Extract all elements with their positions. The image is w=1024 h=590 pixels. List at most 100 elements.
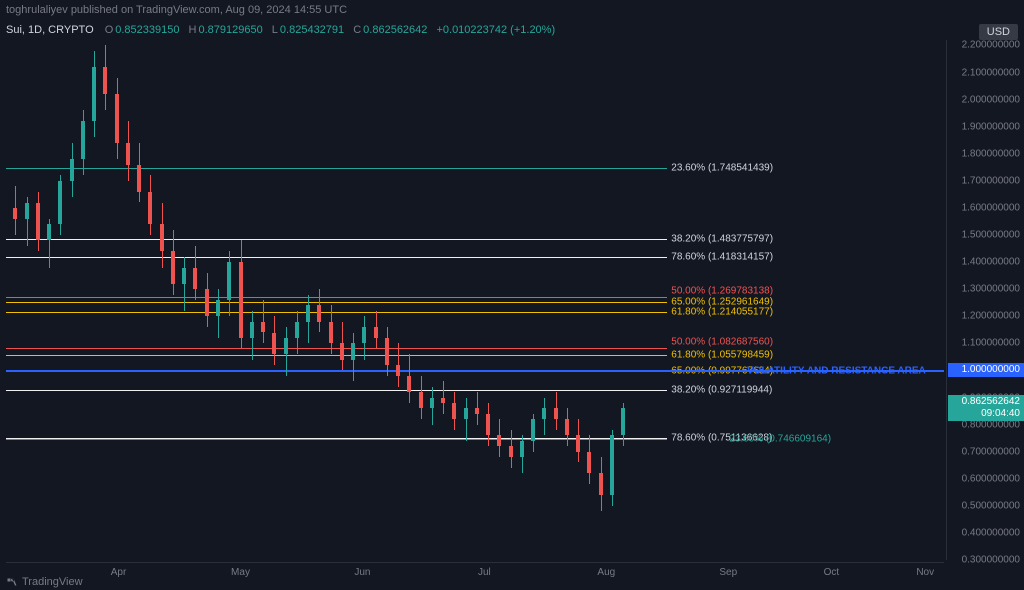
candle-body (317, 305, 321, 321)
candle-body (419, 392, 423, 408)
candle-body (171, 251, 175, 284)
price-badge: 1.000000000 (948, 363, 1024, 377)
candle-body (441, 398, 445, 403)
candle-body (351, 343, 355, 359)
candle-body (115, 94, 119, 143)
fib-line (6, 439, 667, 440)
fib-label: 78.60% (1.418314157) (671, 252, 773, 263)
candle-body (329, 322, 333, 344)
candle-body (182, 268, 186, 284)
footer-brand-text: TradingView (22, 576, 83, 588)
x-tick: May (231, 567, 250, 578)
tradingview-icon (6, 576, 18, 588)
fib-line (6, 239, 667, 240)
change-value: +0.010223742 (+1.20%) (436, 24, 555, 36)
candle-body (542, 408, 546, 419)
candle-body (250, 322, 254, 338)
candle-body (295, 322, 299, 338)
candle-body (126, 143, 130, 165)
y-tick: 0.500000000 (950, 500, 1020, 511)
open-value: 0.852339150 (115, 24, 179, 36)
y-tick: 0.600000000 (950, 473, 1020, 484)
candle-body (261, 322, 265, 333)
candle-body (272, 333, 276, 355)
candle-body (475, 408, 479, 413)
low-label: L (272, 24, 278, 36)
candle-body (137, 165, 141, 192)
fib-line (6, 390, 667, 391)
y-tick: 1.400000000 (950, 257, 1020, 268)
fib-label: 23.60% (1.748541439) (671, 162, 773, 173)
fib-line (6, 348, 667, 349)
price-badge: 0.86256264209:04:40 (948, 395, 1024, 421)
candle-body (587, 452, 591, 474)
fib-label: 38.20% (0.927119944) (671, 385, 772, 396)
candle-body (385, 338, 389, 365)
close-label: C (353, 24, 361, 36)
candle-body (430, 398, 434, 409)
candle-body (25, 203, 29, 219)
y-tick: 0.800000000 (950, 419, 1020, 430)
fib-line (6, 312, 667, 313)
fib-label: 65.00% (1.252961649) (671, 296, 773, 307)
currency-badge[interactable]: USD (979, 24, 1018, 40)
candle-body (407, 376, 411, 392)
fib-label: 61.80% (1.214055177) (671, 307, 773, 318)
candle-body (497, 435, 501, 446)
high-value: 0.879129650 (199, 24, 263, 36)
y-tick: 0.300000000 (950, 555, 1020, 566)
candle-body (520, 441, 524, 457)
candle-body (340, 343, 344, 359)
x-tick: Aug (597, 567, 615, 578)
candle-body (486, 414, 490, 436)
x-tick: Apr (111, 567, 127, 578)
y-axis[interactable]: 2.200000000 2.100000000 2.000000000 1.90000… (946, 40, 1024, 560)
chart-area[interactable]: 23.60% (1.748541439)38.20% (1.483775797)… (6, 40, 944, 560)
candle-body (531, 419, 535, 441)
x-tick: Sep (719, 567, 737, 578)
y-tick: 2.000000000 (950, 94, 1020, 105)
candle-body (464, 408, 468, 419)
candle-body (362, 327, 366, 343)
open-label: O (105, 24, 114, 36)
y-tick: 1.800000000 (950, 148, 1020, 159)
x-axis[interactable]: Apr May Jun Jul Aug Sep Oct Nov (6, 562, 944, 590)
low-value: 0.825432791 (280, 24, 344, 36)
y-tick: 1.700000000 (950, 175, 1020, 186)
candle-body (374, 327, 378, 338)
x-tick: Oct (824, 567, 840, 578)
candle-body (92, 67, 96, 121)
x-tick: Jul (478, 567, 491, 578)
fib-line (6, 355, 667, 356)
annotation-text: VOLATILITY AND RESISTANCE AREA (747, 366, 926, 377)
close-value: 0.862562642 (363, 24, 427, 36)
candle-body (216, 300, 220, 316)
candle-body (306, 305, 310, 321)
candle-wick (466, 398, 467, 441)
candle-body (621, 408, 625, 436)
candle-body (509, 446, 513, 457)
candle-body (610, 435, 614, 495)
candle-body (103, 67, 107, 94)
candle-body (58, 181, 62, 224)
candle-body (148, 192, 152, 225)
fib-label: 50.00% (1.269783138) (671, 286, 773, 297)
candle-body (36, 203, 40, 241)
y-tick: 2.100000000 (950, 67, 1020, 78)
ohlc-bar: Sui, 1D, CRYPTO O0.852339150 H0.87912965… (6, 24, 561, 36)
x-tick: Jun (354, 567, 370, 578)
footer-brand: TradingView (6, 576, 83, 588)
candle-body (227, 262, 231, 300)
candle-body (396, 365, 400, 376)
fib-line (6, 302, 667, 303)
y-tick: 1.900000000 (950, 121, 1020, 132)
y-tick: 2.200000000 (950, 40, 1020, 51)
candle-body (284, 338, 288, 354)
candle-body (13, 208, 17, 219)
y-tick: 1.300000000 (950, 284, 1020, 295)
x-tick: Nov (916, 567, 934, 578)
candle-body (576, 435, 580, 451)
y-tick: 1.200000000 (950, 311, 1020, 322)
candle-body (239, 262, 243, 338)
fib-label: 23.60% (0.746609164) (729, 434, 831, 445)
